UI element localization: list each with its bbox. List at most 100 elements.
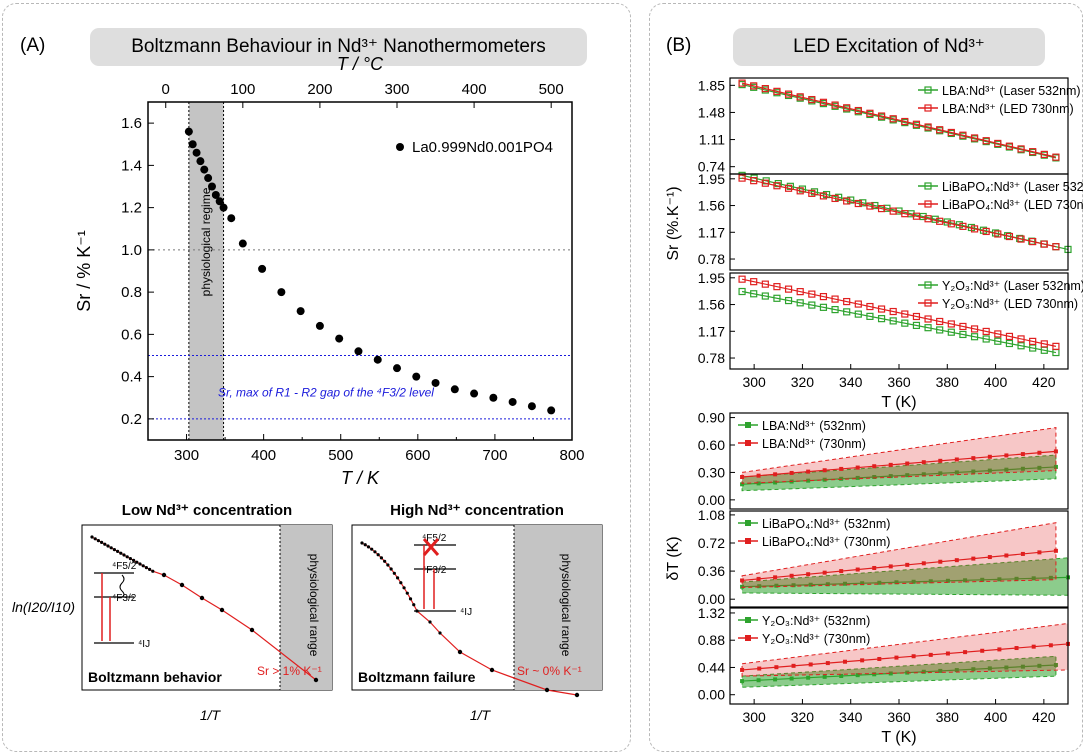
marker — [808, 582, 813, 587]
marker — [1052, 243, 1060, 251]
marker — [791, 663, 796, 668]
scheme-right-point — [360, 541, 364, 545]
scheme-right-range — [514, 525, 602, 690]
data-point — [200, 165, 209, 174]
scheme-left-point — [93, 537, 97, 541]
panel-a-title: Boltzmann Behaviour in Nd³⁺ Nanothermome… — [90, 28, 587, 66]
marker — [854, 106, 862, 115]
marker — [761, 292, 769, 300]
marker — [740, 584, 745, 589]
scheme-left-wavy — [119, 574, 125, 598]
marker — [854, 300, 862, 308]
y-tick-label: 1.17 — [698, 224, 725, 240]
subplot-frame — [729, 510, 1069, 608]
scheme-left-point — [138, 562, 142, 566]
y-tick-label: 0.4 — [121, 369, 142, 386]
marker — [1052, 153, 1060, 161]
x-tick-label: 380 — [936, 374, 960, 390]
data-point — [277, 288, 286, 297]
data-point — [335, 334, 344, 343]
marker — [936, 217, 944, 225]
y-tick-label: 0.00 — [698, 591, 725, 607]
data-point — [527, 402, 536, 411]
x2-axis-title: T / °C — [337, 54, 384, 74]
series-line — [741, 82, 1057, 158]
marker — [921, 472, 926, 477]
marker — [936, 126, 944, 134]
marker — [888, 462, 893, 467]
x-tick-label: 420 — [1032, 374, 1056, 390]
y-tick-label: 0.88 — [698, 632, 725, 648]
panel-b-title: LED Excitation of Nd³⁺ — [733, 28, 1045, 66]
marker — [970, 134, 979, 142]
marker — [784, 90, 793, 98]
marker — [921, 561, 926, 566]
x2-tick-label: 100 — [230, 81, 255, 98]
marker — [888, 671, 893, 676]
series-line — [742, 450, 1056, 478]
scheme-left-point — [161, 572, 167, 578]
marker — [796, 93, 804, 101]
marker — [871, 201, 879, 210]
marker — [1017, 235, 1025, 243]
x-tick-label: 700 — [482, 447, 507, 464]
marker — [901, 310, 909, 318]
y-tick-label: 0.00 — [698, 492, 725, 508]
scheme-right-point — [489, 667, 495, 673]
scheme-left-point — [151, 569, 155, 573]
marker — [970, 325, 979, 333]
physiological-region — [188, 102, 224, 440]
marker — [843, 297, 851, 306]
y-tick-label: 1.56 — [698, 198, 725, 214]
data-point — [489, 393, 498, 402]
marker — [1020, 452, 1025, 457]
scheme-right-point — [428, 620, 432, 624]
marker — [1031, 576, 1036, 581]
marker — [1005, 142, 1014, 150]
scheme-left-point — [313, 677, 319, 683]
x-tick-label: 420 — [1032, 709, 1056, 725]
y-tick-label: 0.00 — [698, 687, 725, 703]
scheme-right-point — [379, 556, 384, 560]
marker — [756, 576, 761, 581]
marker — [947, 128, 955, 137]
marker — [938, 668, 943, 673]
marker — [1004, 553, 1009, 558]
legend-label: LiBaPO₄:Nd³⁺ (Laser 532nm) — [942, 180, 1083, 194]
marker — [1037, 450, 1042, 455]
y-axis-title: Sr / % K⁻¹ — [74, 230, 94, 312]
marker — [1040, 240, 1048, 248]
marker — [738, 287, 746, 296]
x-tick-label: 400 — [984, 374, 1008, 390]
scheme-right-point — [370, 547, 374, 551]
marker — [1037, 465, 1042, 470]
marker — [905, 461, 910, 466]
marker — [994, 230, 1002, 238]
y-tick-label: 0.30 — [698, 464, 725, 480]
scheme-right-point — [376, 553, 380, 557]
marker — [843, 104, 851, 112]
marker — [1017, 335, 1025, 343]
marker — [889, 307, 897, 316]
scheme-right-point — [383, 559, 387, 563]
marker — [839, 466, 844, 471]
marker — [921, 669, 926, 674]
scheme-left-point — [125, 555, 129, 559]
marker — [912, 321, 921, 330]
marker — [982, 227, 990, 236]
marker — [1048, 643, 1053, 648]
x-axis-title: T (K) — [881, 394, 916, 411]
marker — [825, 582, 830, 587]
data-point — [238, 239, 247, 248]
marker — [738, 174, 746, 182]
marker — [872, 565, 877, 570]
legend-label: LBA:Nd³⁺ (730nm) — [762, 437, 866, 451]
scheme-left-point — [249, 627, 255, 633]
scheme-left-point — [109, 546, 113, 550]
series-line — [741, 84, 1057, 159]
marker — [738, 275, 746, 283]
scheme-left-point — [106, 544, 110, 548]
marker — [894, 655, 899, 660]
marker — [773, 472, 778, 477]
